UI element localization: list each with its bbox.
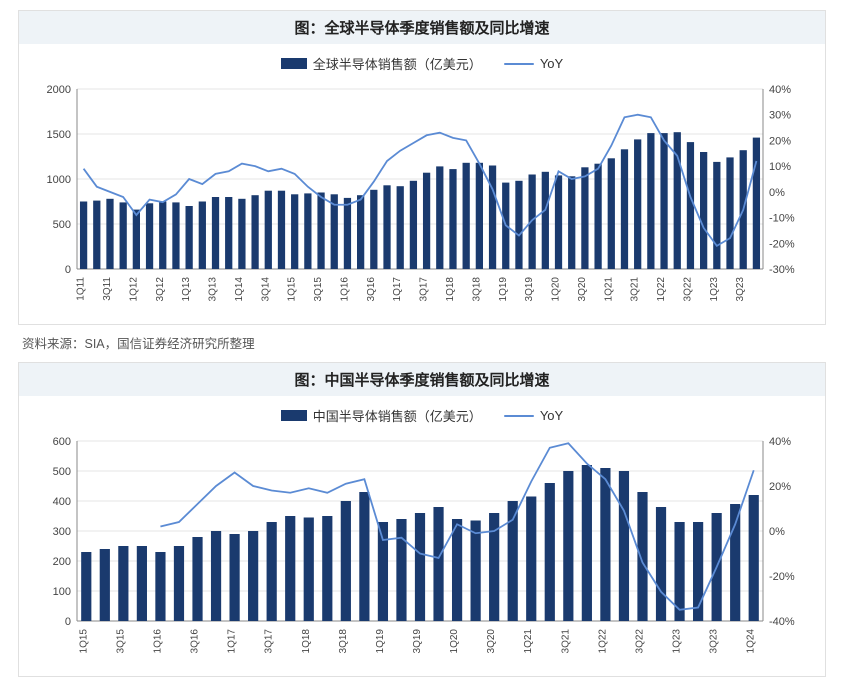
svg-text:3Q12: 3Q12: [155, 277, 166, 302]
svg-text:1Q18: 1Q18: [445, 277, 456, 302]
chart-panel-china: 图：中国半导体季度销售额及同比增速 中国半导体销售额（亿美元） YoY 0 100…: [18, 362, 826, 677]
legend-line-label: YoY: [540, 408, 563, 423]
svg-text:0: 0: [65, 264, 71, 276]
svg-text:3Q23: 3Q23: [709, 629, 720, 654]
svg-text:1Q17: 1Q17: [392, 277, 403, 302]
svg-text:3Q17: 3Q17: [264, 629, 275, 654]
legend-bar-label: 全球半导体销售额（亿美元）: [313, 54, 482, 73]
svg-text:1Q18: 1Q18: [301, 629, 312, 654]
svg-text:0: 0: [65, 616, 71, 628]
svg-text:3Q23: 3Q23: [735, 277, 746, 302]
svg-text:3Q14: 3Q14: [260, 277, 271, 302]
svg-text:20%: 20%: [769, 135, 791, 147]
svg-text:1Q14: 1Q14: [234, 277, 245, 302]
chart-title-china: 图：中国半导体季度销售额及同比增速: [19, 363, 825, 396]
svg-text:3Q15: 3Q15: [115, 629, 126, 654]
svg-text:1Q16: 1Q16: [152, 629, 163, 654]
svg-text:1000: 1000: [47, 174, 71, 186]
svg-text:3Q17: 3Q17: [419, 277, 430, 302]
svg-text:-20%: -20%: [769, 571, 795, 583]
legend-china: 中国半导体销售额（亿美元） YoY: [19, 396, 825, 429]
legend-line-item: YoY: [504, 408, 563, 423]
svg-text:1Q20: 1Q20: [551, 277, 562, 302]
chart-title-global: 图：全球半导体季度销售额及同比增速: [19, 11, 825, 44]
svg-text:30%: 30%: [769, 110, 791, 122]
line-swatch-icon: [504, 63, 534, 65]
svg-text:1Q21: 1Q21: [603, 277, 614, 302]
svg-text:0%: 0%: [769, 526, 785, 538]
svg-text:2000: 2000: [47, 84, 71, 96]
svg-text:1Q23: 1Q23: [709, 277, 720, 302]
legend-line-item: YoY: [504, 56, 563, 71]
chart-svg-wrap-global: 0 500 1000 1500 2000 -30% -20% -10% 0% 10% 20% 30% 4…: [19, 77, 825, 324]
svg-text:500: 500: [53, 219, 71, 231]
legend-bar-label: 中国半导体销售额（亿美元）: [313, 406, 482, 425]
chart-panel-global: 图：全球半导体季度销售额及同比增速 全球半导体销售额（亿美元） YoY 0 500…: [18, 10, 826, 325]
svg-text:1Q22: 1Q22: [597, 629, 608, 654]
svg-text:3Q18: 3Q18: [338, 629, 349, 654]
svg-text:1Q22: 1Q22: [656, 277, 667, 302]
svg-text:3Q21: 3Q21: [630, 277, 641, 302]
svg-text:1Q20: 1Q20: [449, 629, 460, 654]
svg-text:3Q22: 3Q22: [634, 629, 645, 654]
svg-text:1Q24: 1Q24: [746, 629, 757, 654]
svg-text:1Q17: 1Q17: [227, 629, 238, 654]
svg-text:-10%: -10%: [769, 213, 795, 225]
svg-text:3Q16: 3Q16: [190, 629, 201, 654]
svg-text:0%: 0%: [769, 187, 785, 199]
legend-line-label: YoY: [540, 56, 563, 71]
legend-bar-item: 全球半导体销售额（亿美元）: [281, 54, 482, 73]
svg-text:300: 300: [53, 526, 71, 538]
chart-svg-china: 0 100 200 300 400 500 600 -40% -20% 0% 20% 40% 1Q15 3…: [33, 433, 809, 663]
svg-text:1Q19: 1Q19: [375, 629, 386, 654]
svg-text:3Q18: 3Q18: [471, 277, 482, 302]
bar-swatch-icon: [281, 410, 307, 421]
svg-text:200: 200: [53, 556, 71, 568]
legend-global: 全球半导体销售额（亿美元） YoY: [19, 44, 825, 77]
legend-bar-item: 中国半导体销售额（亿美元）: [281, 406, 482, 425]
svg-text:3Q22: 3Q22: [682, 277, 693, 302]
svg-text:1Q23: 1Q23: [672, 629, 683, 654]
source-text: 资料来源：SIA，国信证券经济研究所整理: [22, 333, 826, 352]
svg-text:40%: 40%: [769, 436, 791, 448]
svg-text:500: 500: [53, 466, 71, 478]
svg-text:1Q11: 1Q11: [76, 277, 87, 301]
svg-text:3Q19: 3Q19: [524, 277, 535, 302]
svg-text:3Q16: 3Q16: [366, 277, 377, 302]
svg-text:1500: 1500: [47, 129, 71, 141]
svg-text:-20%: -20%: [769, 238, 795, 250]
svg-text:10%: 10%: [769, 161, 791, 173]
svg-text:600: 600: [53, 436, 71, 448]
chart-svg-wrap-china: 0 100 200 300 400 500 600 -40% -20% 0% 20% 40% 1Q15 3…: [19, 429, 825, 676]
svg-text:3Q20: 3Q20: [577, 277, 588, 302]
svg-text:100: 100: [53, 586, 71, 598]
svg-text:3Q21: 3Q21: [560, 629, 571, 654]
svg-text:3Q13: 3Q13: [208, 277, 219, 302]
svg-text:400: 400: [53, 496, 71, 508]
svg-text:1Q12: 1Q12: [128, 277, 139, 302]
chart-svg-global: 0 500 1000 1500 2000 -30% -20% -10% 0% 10% 20% 30% 4…: [33, 81, 809, 311]
bar-swatch-icon: [281, 58, 307, 69]
svg-text:40%: 40%: [769, 84, 791, 96]
svg-text:1Q19: 1Q19: [498, 277, 509, 302]
svg-text:1Q15: 1Q15: [287, 277, 298, 302]
svg-text:1Q15: 1Q15: [78, 629, 89, 654]
svg-text:20%: 20%: [769, 481, 791, 493]
svg-text:3Q15: 3Q15: [313, 277, 324, 302]
svg-text:-40%: -40%: [769, 616, 795, 628]
svg-text:1Q13: 1Q13: [181, 277, 192, 302]
svg-text:-30%: -30%: [769, 264, 795, 276]
svg-text:3Q20: 3Q20: [486, 629, 497, 654]
svg-text:3Q19: 3Q19: [412, 629, 423, 654]
svg-text:1Q21: 1Q21: [523, 629, 534, 654]
svg-text:1Q16: 1Q16: [339, 277, 350, 302]
svg-text:3Q11: 3Q11: [102, 277, 113, 301]
line-swatch-icon: [504, 415, 534, 417]
